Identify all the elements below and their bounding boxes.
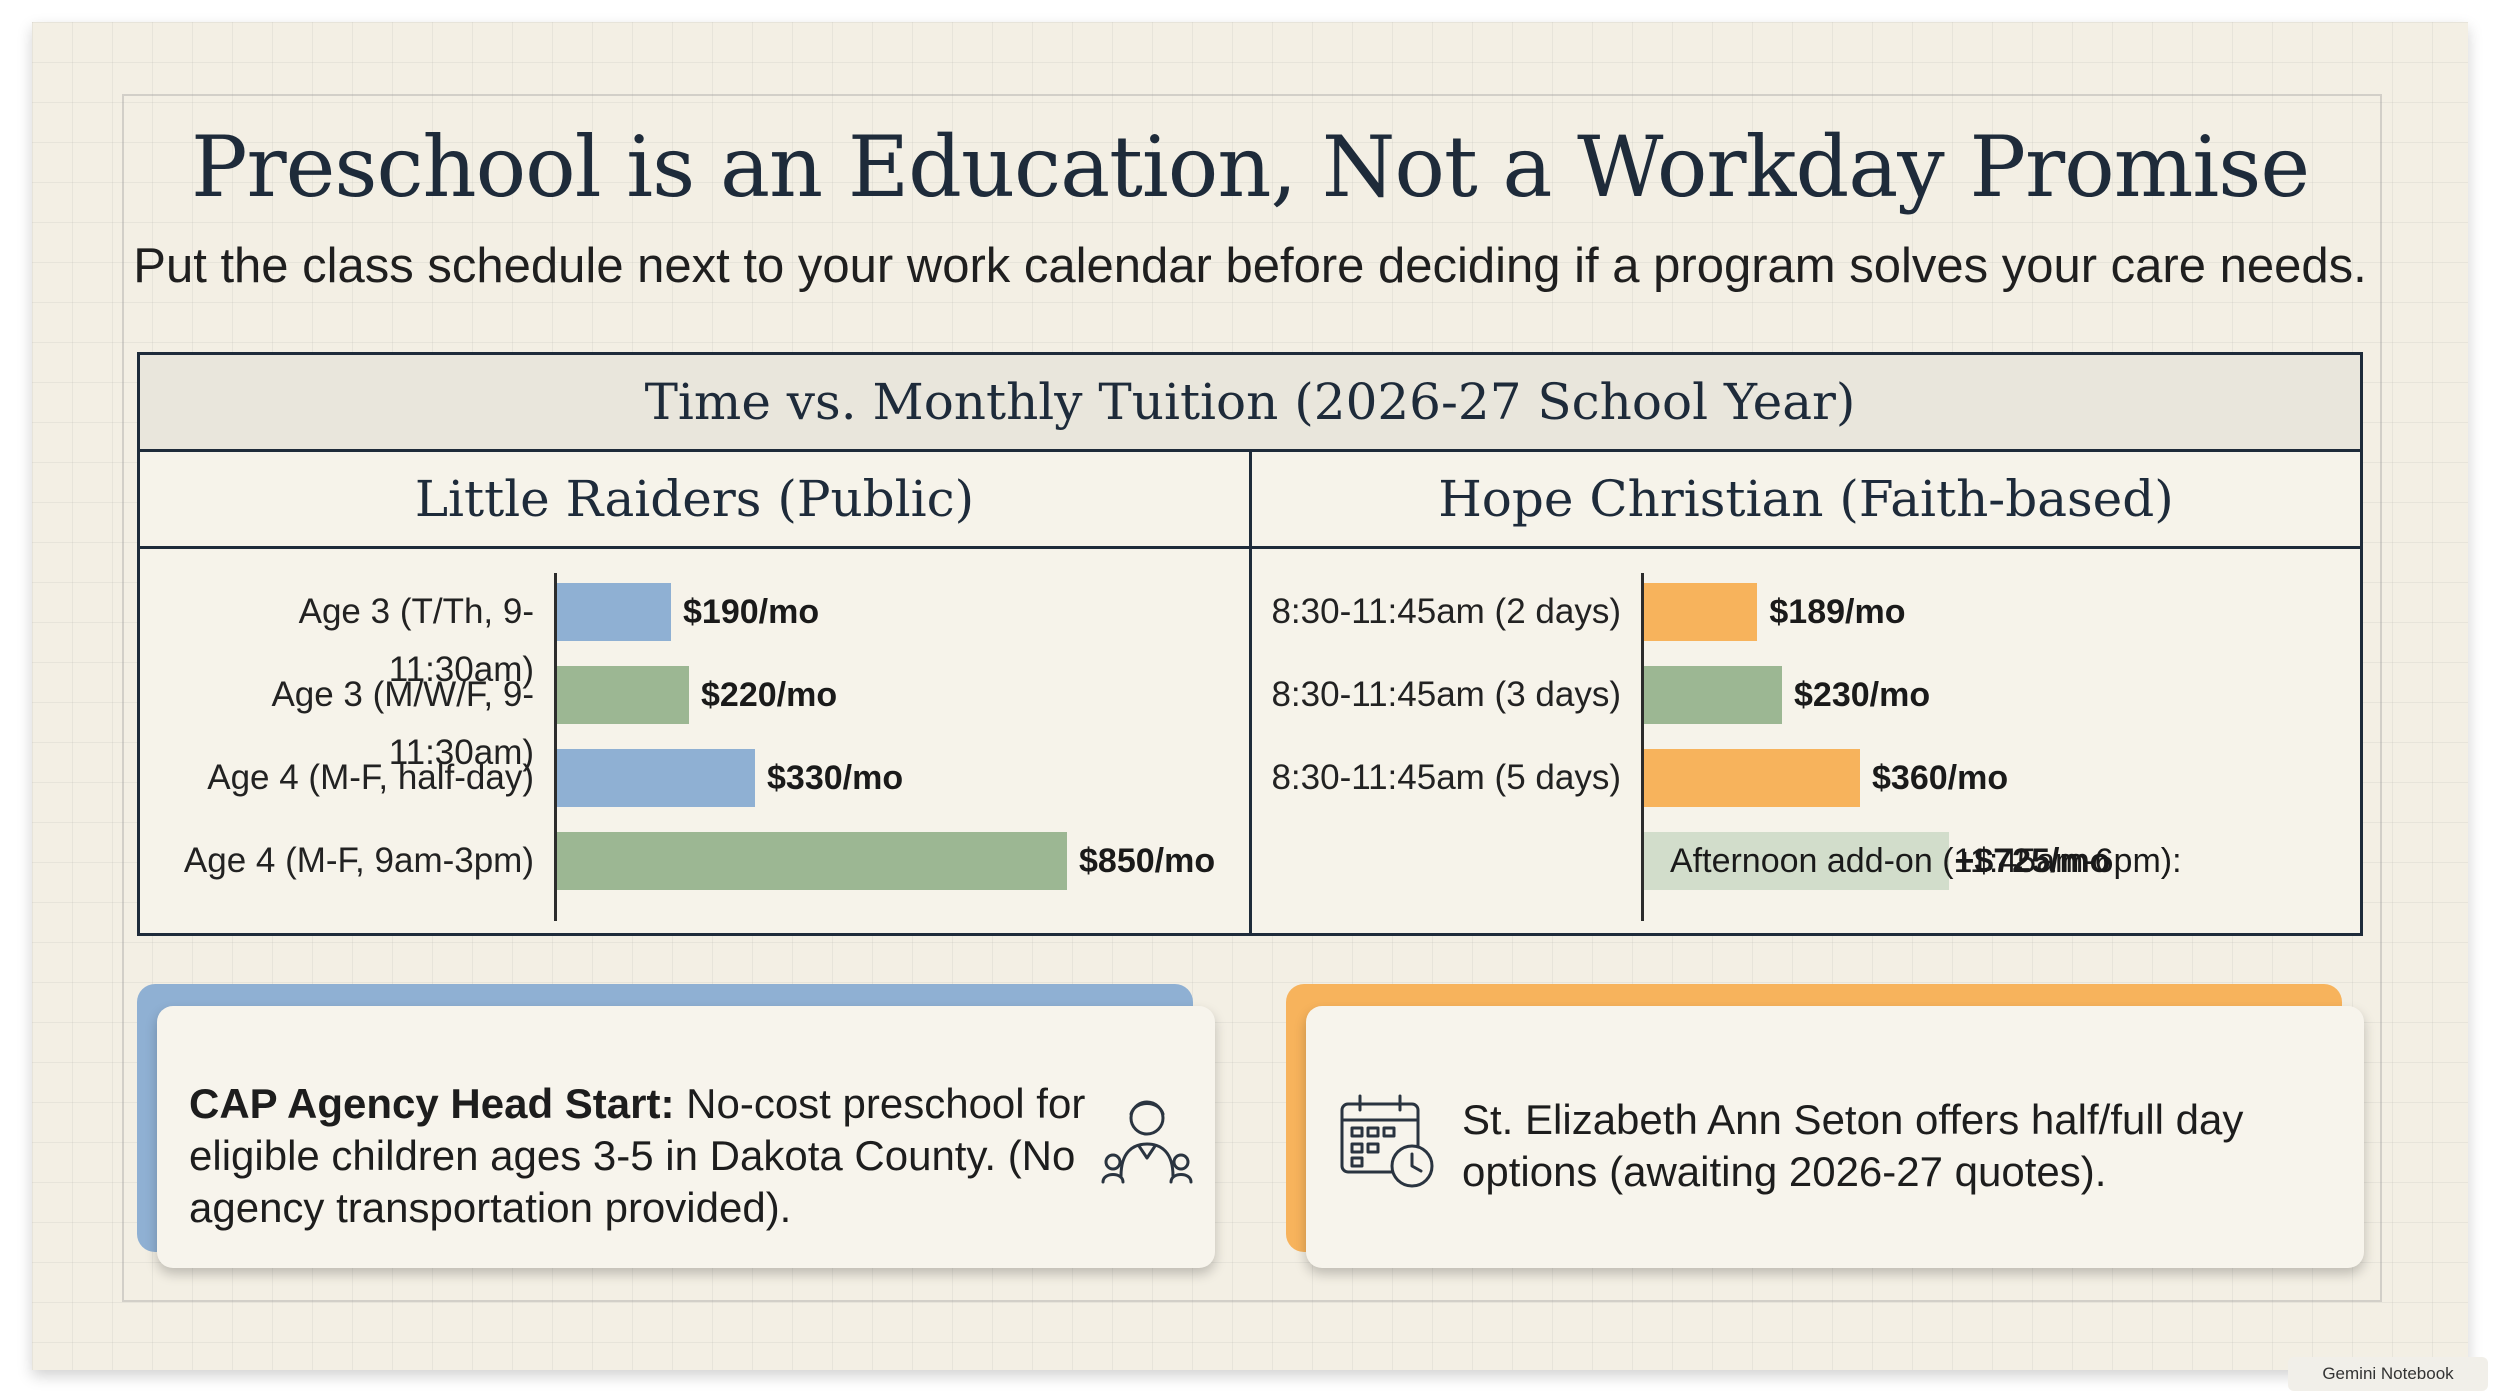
- bar: [1644, 583, 1758, 641]
- chart-title: Time vs. Monthly Tuition (2026-27 School…: [140, 355, 2360, 452]
- bar: [557, 749, 755, 807]
- axis-line-0: [554, 573, 557, 921]
- panel-title-hope-christian: Hope Christian (Faith-based): [1252, 452, 2360, 549]
- addon-value-label: +$725/mo: [1954, 842, 2111, 880]
- page-subtitle: Put the class schedule next to your work…: [133, 239, 2367, 293]
- calendar-clock-icon: [1340, 1094, 1434, 1188]
- head-start-description: No-cost preschool for eligible children …: [189, 1080, 1086, 1231]
- bar: [557, 666, 689, 724]
- bar-label: Age 3 (T/Th, 9-11:30am): [298, 592, 534, 689]
- bar-label: Age 4 (M-F, half-day): [207, 758, 534, 797]
- panel-title-little-raiders: Little Raiders (Public): [140, 452, 1249, 549]
- head-start-card-body: CAP Agency Head Start: No-cost preschool…: [157, 1006, 1215, 1268]
- value-label: $220/mo: [701, 676, 838, 714]
- value-label: $189/mo: [1769, 593, 1906, 631]
- addon-bar: [1644, 832, 1949, 890]
- bar-label: 8:30-11:45am (5 days): [1271, 758, 1621, 797]
- bar: [1644, 749, 1860, 807]
- bar-label: Age 3 (M/W/F, 9-11:30am): [271, 675, 534, 772]
- page-title: Preschool is an Education, Not a Workday…: [190, 118, 2310, 216]
- bar-label: 8:30-11:45am (2 days): [1271, 592, 1621, 631]
- seton-text: St. Elizabeth Ann Seton offers half/full…: [1462, 1096, 2244, 1195]
- gemini-notebook-watermark: Gemini Notebook: [2288, 1357, 2488, 1391]
- bar: [557, 583, 671, 641]
- value-label: $230/mo: [1794, 676, 1931, 714]
- bar-label: 8:30-11:45am (3 days): [1271, 675, 1621, 714]
- axis-line-1: [1641, 573, 1644, 921]
- bar: [1644, 666, 1782, 724]
- value-label: $360/mo: [1872, 759, 2009, 797]
- addon-label: Afternoon add-on (11:45am-6pm):: [1670, 842, 2182, 880]
- panel-divider: [1249, 452, 1252, 936]
- teacher-icon: [1101, 1100, 1193, 1184]
- bar-label: Age 4 (M-F, 9am-3pm): [183, 841, 534, 880]
- inner-frame: [122, 94, 2382, 1302]
- head-start-heading: CAP Agency Head Start:: [189, 1080, 675, 1127]
- head-start-text: CAP Agency Head Start: No-cost preschool…: [189, 1078, 1089, 1234]
- tuition-chart: Time vs. Monthly Tuition (2026-27 School…: [137, 352, 2363, 936]
- value-label: $850/mo: [1079, 842, 1216, 880]
- bar: [557, 832, 1067, 890]
- value-label: $330/mo: [767, 759, 904, 797]
- seton-card-body: St. Elizabeth Ann Seton offers half/full…: [1306, 1006, 2364, 1268]
- value-label: $190/mo: [683, 593, 820, 631]
